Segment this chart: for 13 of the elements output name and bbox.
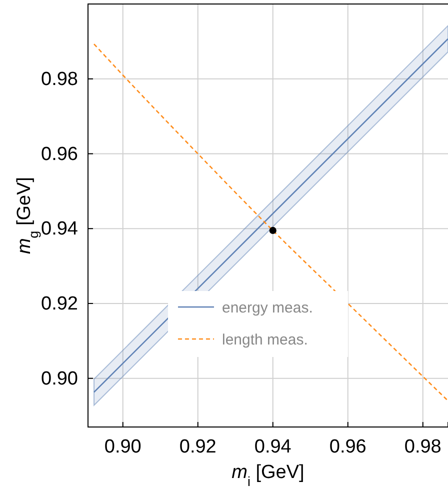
x-tick-label: 0.90 (104, 436, 142, 458)
x-tick-label: 0.92 (179, 436, 216, 458)
legend-label: energy meas. (222, 299, 313, 316)
y-tick-label: 0.96 (41, 144, 78, 165)
x-axis-title: m$_{i}$ [GeV] (232, 462, 304, 487)
y-tick-label: 0.94 (41, 218, 78, 240)
y-tick-label: 0.98 (41, 68, 78, 90)
x-tick-label: 0.94 (254, 436, 292, 458)
x-tick-label: 0.98 (404, 436, 442, 458)
legend-label: length meas. (222, 331, 308, 348)
x-tick-label: 0.96 (329, 436, 366, 458)
y-tick-label: 0.92 (41, 294, 78, 315)
y-tick-label: 0.90 (41, 368, 78, 390)
